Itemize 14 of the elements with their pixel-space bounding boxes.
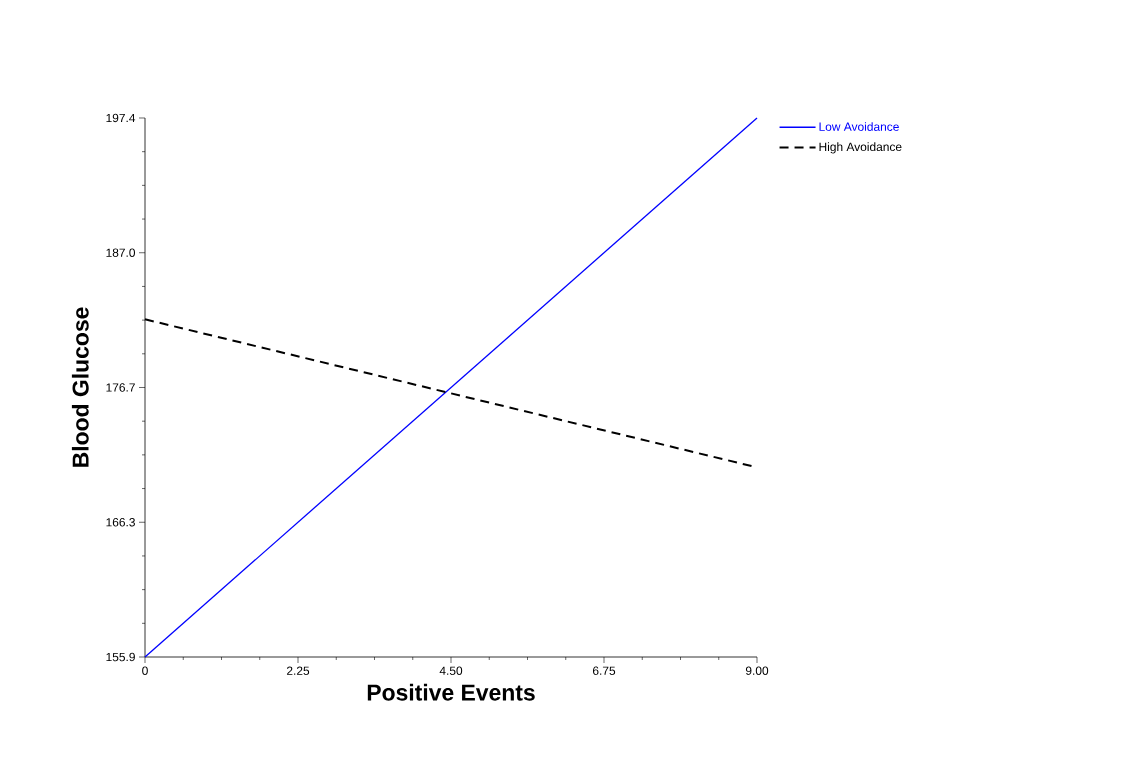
legend-label: High Avoidance [819,142,902,154]
x-tick-label: 6.75 [592,666,616,675]
y-tick-label: 197.4 [106,113,136,123]
y-tick-label: 166.3 [106,518,135,527]
y-tick-label: 187.0 [106,248,136,257]
y-tick-label: 176.7 [106,383,135,392]
legend-label: Low Avoidance [819,122,899,131]
x-tick-label: 0 [142,666,148,675]
y-axis-title: Blood Glucose [71,307,89,467]
x-tick-label: 2.25 [286,666,310,675]
x-tick-label: 9.00 [745,666,769,675]
x-axis-title: Positive Events [367,683,535,701]
y-tick-label: 155.9 [106,652,135,662]
x-tick-label: 4.50 [439,666,463,675]
